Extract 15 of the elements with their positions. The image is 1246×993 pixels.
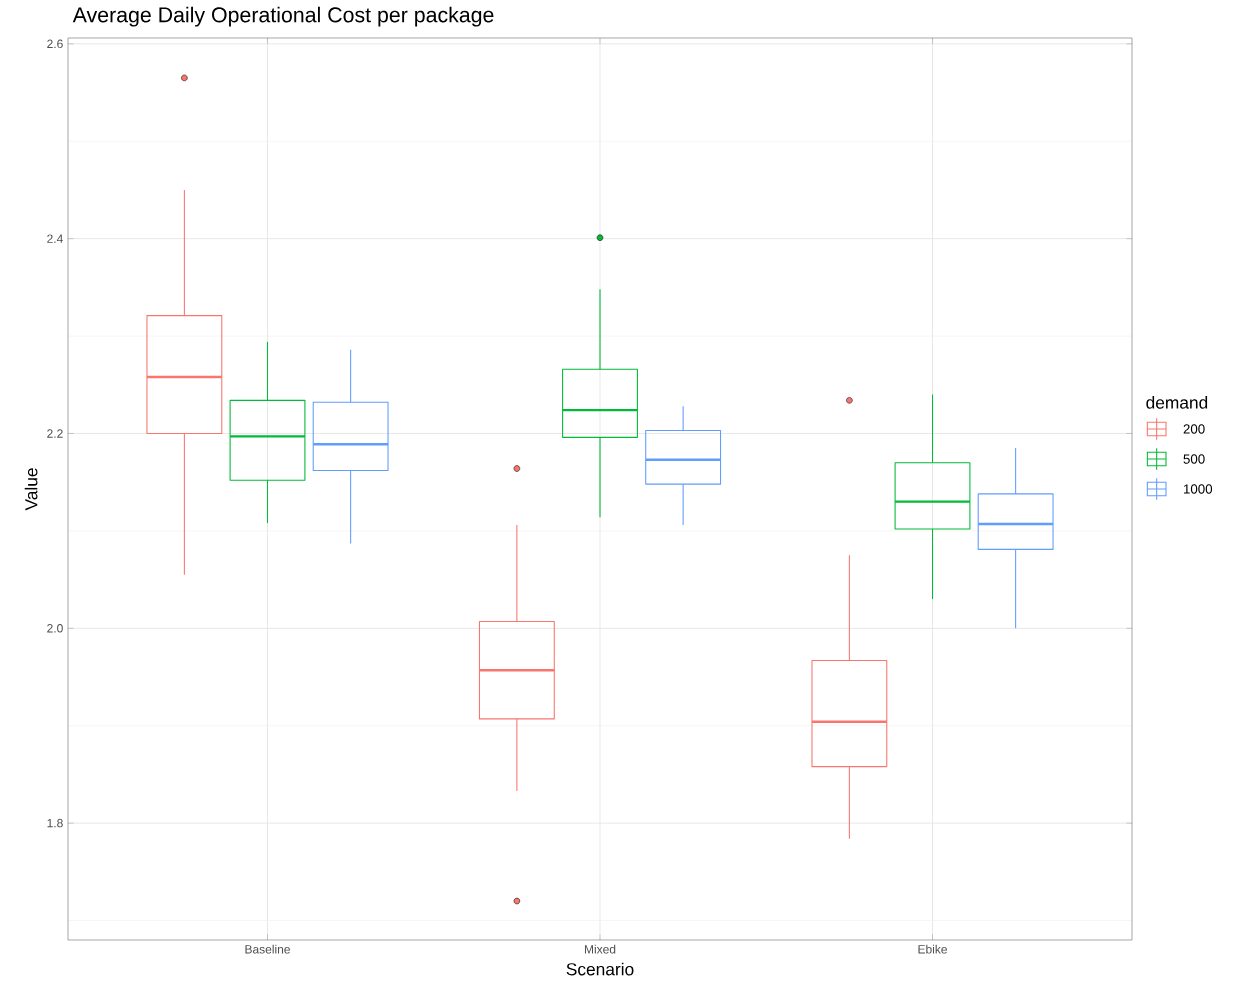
y-tick-label: 2.2 <box>47 429 63 438</box>
legend-label: 500 <box>1183 454 1205 464</box>
y-tick-label: 2.0 <box>47 624 63 633</box>
y-tick-label: 2.6 <box>47 39 63 49</box>
legend-title: demand <box>1146 395 1208 409</box>
legend-label: 1000 <box>1183 484 1213 494</box>
chart-title: Average Daily Operational Cost per package <box>72 6 494 27</box>
x-tick-label: Ebike <box>918 944 947 954</box>
y-axis-title: Value <box>24 468 38 511</box>
x-tick-label: Mixed <box>584 944 616 954</box>
x-tick-label: Baseline <box>245 944 290 954</box>
y-tick-label: 1.8 <box>47 818 63 828</box>
y-tick-label: 2.4 <box>47 234 63 243</box>
legend-label: 200 <box>1183 424 1205 434</box>
x-axis-title: Scenario <box>566 962 634 976</box>
